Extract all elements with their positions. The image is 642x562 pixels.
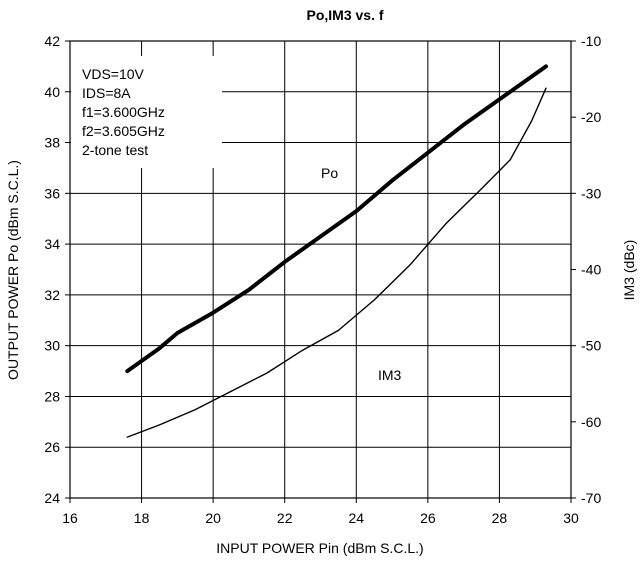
x-tick-label: 22 — [277, 510, 293, 526]
condition-line: VDS=10V — [82, 66, 145, 82]
im3-series-label: IM3 — [378, 367, 402, 383]
chart-title: Po,IM3 vs. f — [306, 7, 383, 23]
y-tick-label: 36 — [44, 185, 60, 201]
y2-tick-label: -20 — [581, 109, 601, 125]
x-tick-label: 24 — [348, 510, 364, 526]
condition-line: 2-tone test — [82, 142, 148, 158]
y2-axis-title: IM3 (dBc) — [621, 240, 637, 301]
y2-tick-label: -50 — [581, 338, 601, 354]
y2-tick-label: -10 — [581, 33, 601, 49]
y-tick-label: 40 — [44, 84, 60, 100]
y-tick-label: 34 — [44, 236, 60, 252]
series-layer — [125, 64, 548, 438]
y2-tick-label: -70 — [581, 490, 601, 506]
y-tick-label: 38 — [44, 135, 60, 151]
y-tick-label: 42 — [44, 33, 60, 49]
y2-tick-label: -60 — [581, 414, 601, 430]
y2-tick-label: -40 — [581, 262, 601, 278]
x-tick-label: 16 — [62, 510, 78, 526]
y2-tick-label: -30 — [581, 185, 601, 201]
y-axis-title: OUTPUT POWER Po (dBm S.C.L.) — [5, 160, 21, 380]
condition-line: IDS=8A — [82, 85, 131, 101]
y-tick-label: 26 — [44, 439, 60, 455]
po-series-label: Po — [321, 165, 338, 181]
ticks: 16 18 20 22 24 26 28 30 24 26 28 30 32 34 36 38 40 42 -70 -… — [44, 33, 601, 526]
condition-line: f2=3.605GHz — [82, 123, 165, 139]
series-line-im3 — [126, 87, 547, 438]
x-tick-label: 26 — [420, 510, 436, 526]
x-axis-title: INPUT POWER Pin (dBm S.C.L.) — [216, 540, 423, 556]
x-tick-label: 30 — [563, 510, 579, 526]
conditions-box — [71, 56, 222, 168]
condition-line: f1=3.600GHz — [82, 104, 165, 120]
x-tick-label: 28 — [492, 510, 508, 526]
y-tick-label: 28 — [44, 388, 60, 404]
conditions-text: VDS=10V IDS=8A f1=3.600GHz f2=3.605GHz 2-ton… — [82, 66, 165, 158]
y-tick-label: 32 — [44, 287, 60, 303]
x-tick-label: 20 — [205, 510, 221, 526]
y-tick-label: 30 — [44, 338, 60, 354]
series-line-po — [125, 64, 548, 374]
grid — [70, 41, 571, 498]
y-tick-label: 24 — [44, 490, 60, 506]
x-tick-label: 18 — [134, 510, 150, 526]
